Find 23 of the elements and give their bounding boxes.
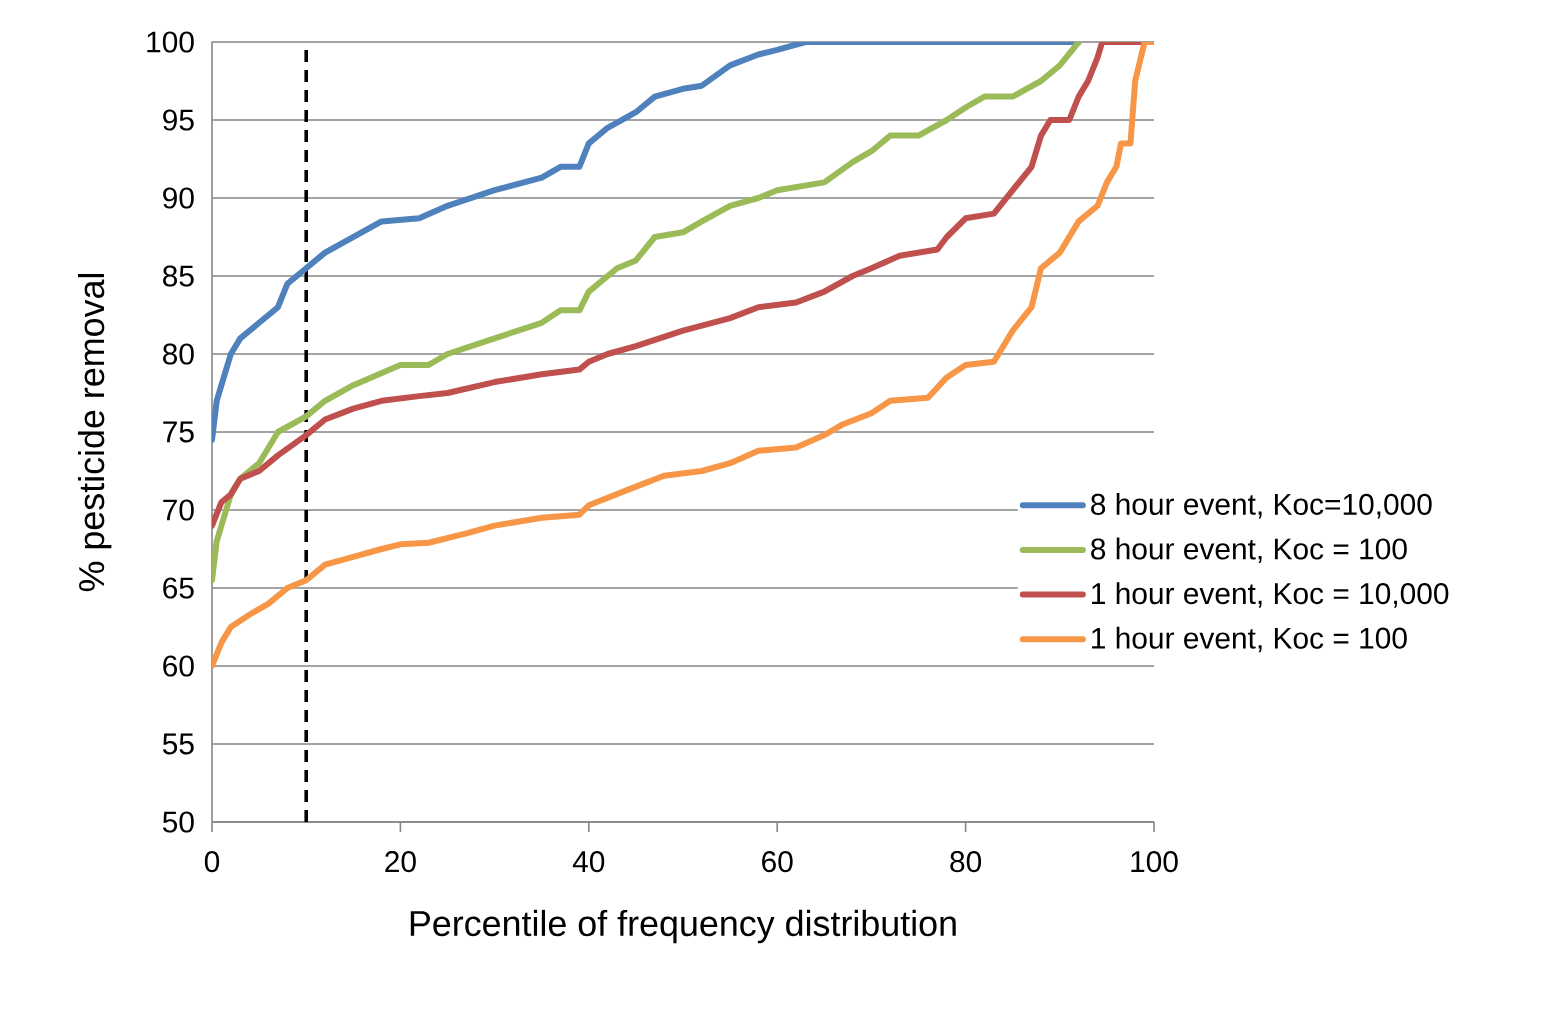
y-tick-label: 55 [162, 733, 194, 755]
legend-label: 1 hour event, Koc = 10,000 [1092, 582, 1449, 608]
x-axis-title: Percentile of frequency distribution [410, 909, 956, 944]
x-tick-label: 60 [762, 851, 793, 873]
legend-label: 1 hour event, Koc = 100 [1092, 626, 1407, 653]
y-tick-label: 95 [163, 109, 194, 131]
y-tick-label: 80 [163, 343, 194, 365]
y-tick-label: 75 [163, 421, 194, 443]
x-tick-label: 20 [385, 851, 416, 873]
y-tick-label: 50 [162, 811, 194, 833]
y-tick-label: 70 [163, 499, 194, 521]
x-tick-label: 80 [950, 851, 982, 873]
y-tick-label: 85 [163, 265, 194, 287]
x-tick-label: 0 [204, 851, 220, 873]
legend-label: 8 hour event, Koc = 100 [1091, 537, 1407, 564]
y-tick-label: 100 [147, 31, 194, 53]
y-axis-title: % pesticide removal [77, 274, 112, 592]
x-tick-label: 100 [1131, 851, 1178, 873]
y-tick-label: 60 [163, 655, 194, 677]
y-tick-label: 90 [163, 187, 194, 209]
x-tick-label: 40 [572, 851, 605, 873]
y-tick-label: 65 [163, 577, 194, 599]
legend-label: 8 hour event, Koc=10,000 [1091, 492, 1432, 519]
